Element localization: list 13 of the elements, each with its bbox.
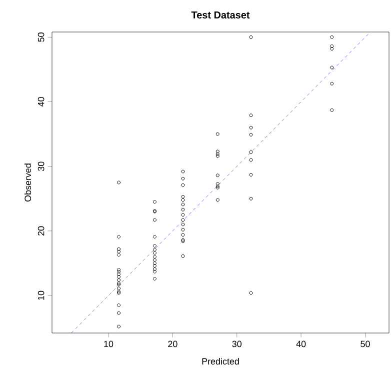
x-tick-label: 10: [104, 340, 114, 348]
x-tick-label: 40: [296, 340, 306, 348]
y-tick-label: 40: [38, 97, 44, 107]
y-tick-label: 20: [38, 226, 44, 236]
y-tick-label: 10: [38, 290, 44, 300]
chart-title: Test Dataset: [191, 12, 250, 18]
x-tick-label: 50: [360, 340, 370, 348]
y-tick-label: 30: [38, 162, 44, 171]
y-axis-title: Observed: [24, 164, 32, 202]
x-tick-label: 30: [232, 340, 242, 348]
x-axis-title: Predicted: [202, 358, 239, 365]
y-tick-label: 50: [38, 32, 44, 42]
x-tick-label: 20: [168, 340, 178, 348]
